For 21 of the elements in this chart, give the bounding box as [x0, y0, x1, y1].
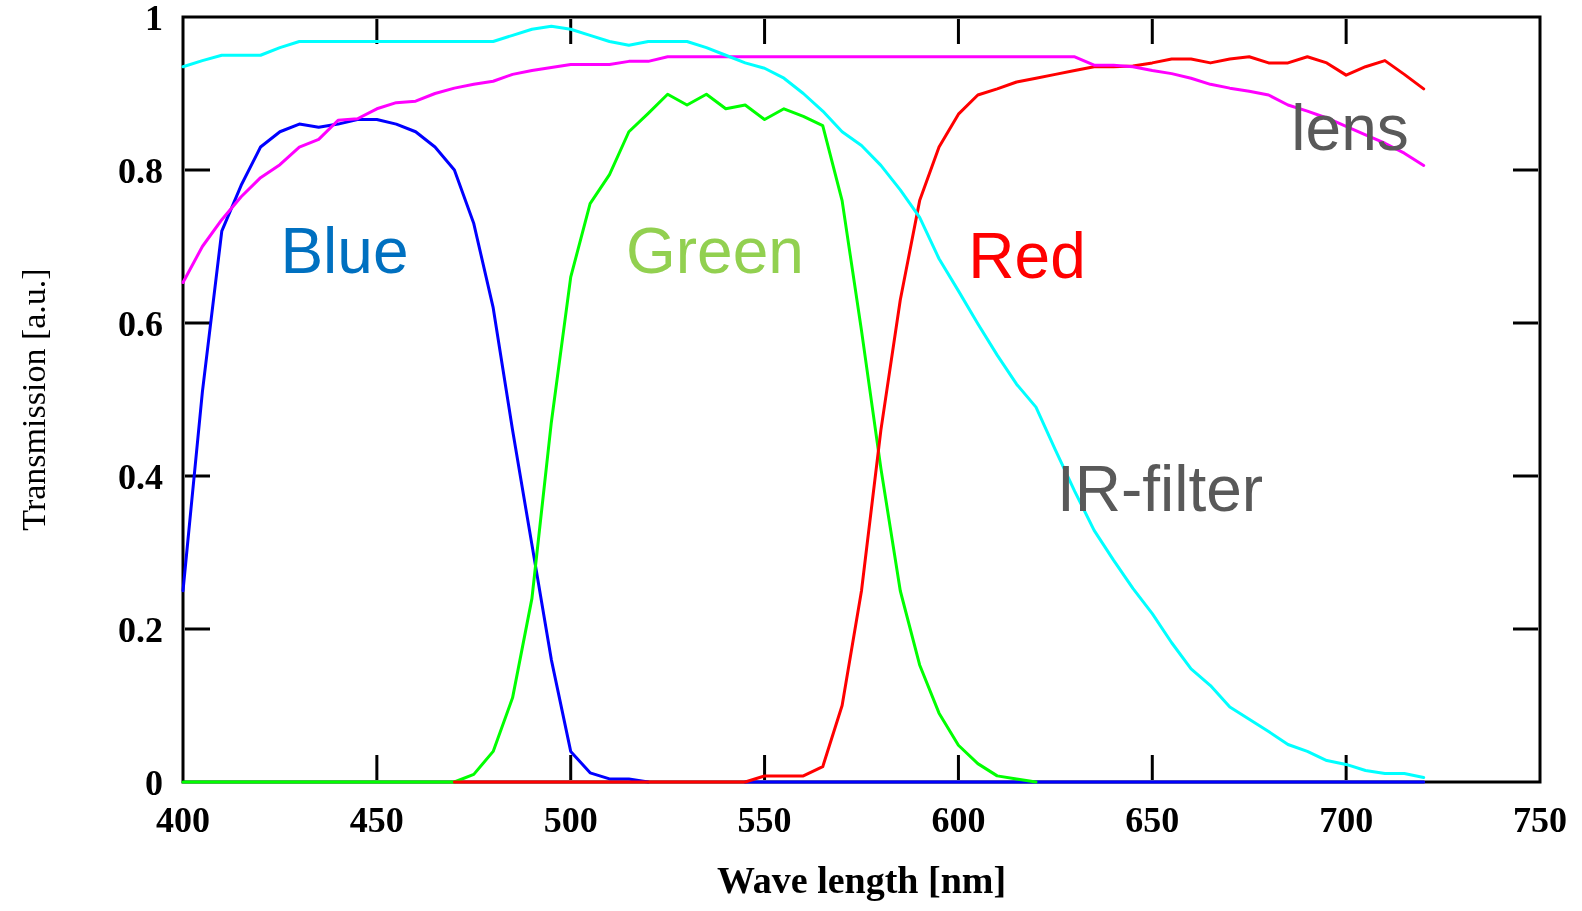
series-label: Green: [626, 214, 804, 287]
y-tick-label: 0.8: [118, 150, 163, 191]
x-tick-label: 450: [349, 800, 404, 840]
line-series: [181, 55, 1426, 284]
x-tick-label: 700: [1319, 800, 1374, 840]
line-series: [452, 55, 1426, 784]
x-tick-label: 750: [1513, 800, 1567, 840]
series-label: Blue: [280, 214, 409, 287]
x-tick-label: 600: [931, 800, 986, 840]
x-tick-label: 400: [156, 800, 210, 840]
series-label: Red: [968, 220, 1086, 293]
x-tick-label: 500: [543, 800, 598, 840]
y-axis-title: Transmission [a.u.]: [15, 268, 52, 531]
y-tick-label: 0: [145, 762, 163, 803]
y-tick-label: 1: [145, 0, 163, 38]
x-tick-label: 550: [737, 800, 792, 840]
y-tick-label: 0.2: [118, 609, 163, 650]
y-tick-label: 0.6: [118, 303, 163, 344]
x-axis-title: Wave length [nm]: [716, 859, 1007, 901]
x-tick-label: 650: [1125, 800, 1180, 840]
y-tick-label: 0.4: [118, 456, 163, 497]
